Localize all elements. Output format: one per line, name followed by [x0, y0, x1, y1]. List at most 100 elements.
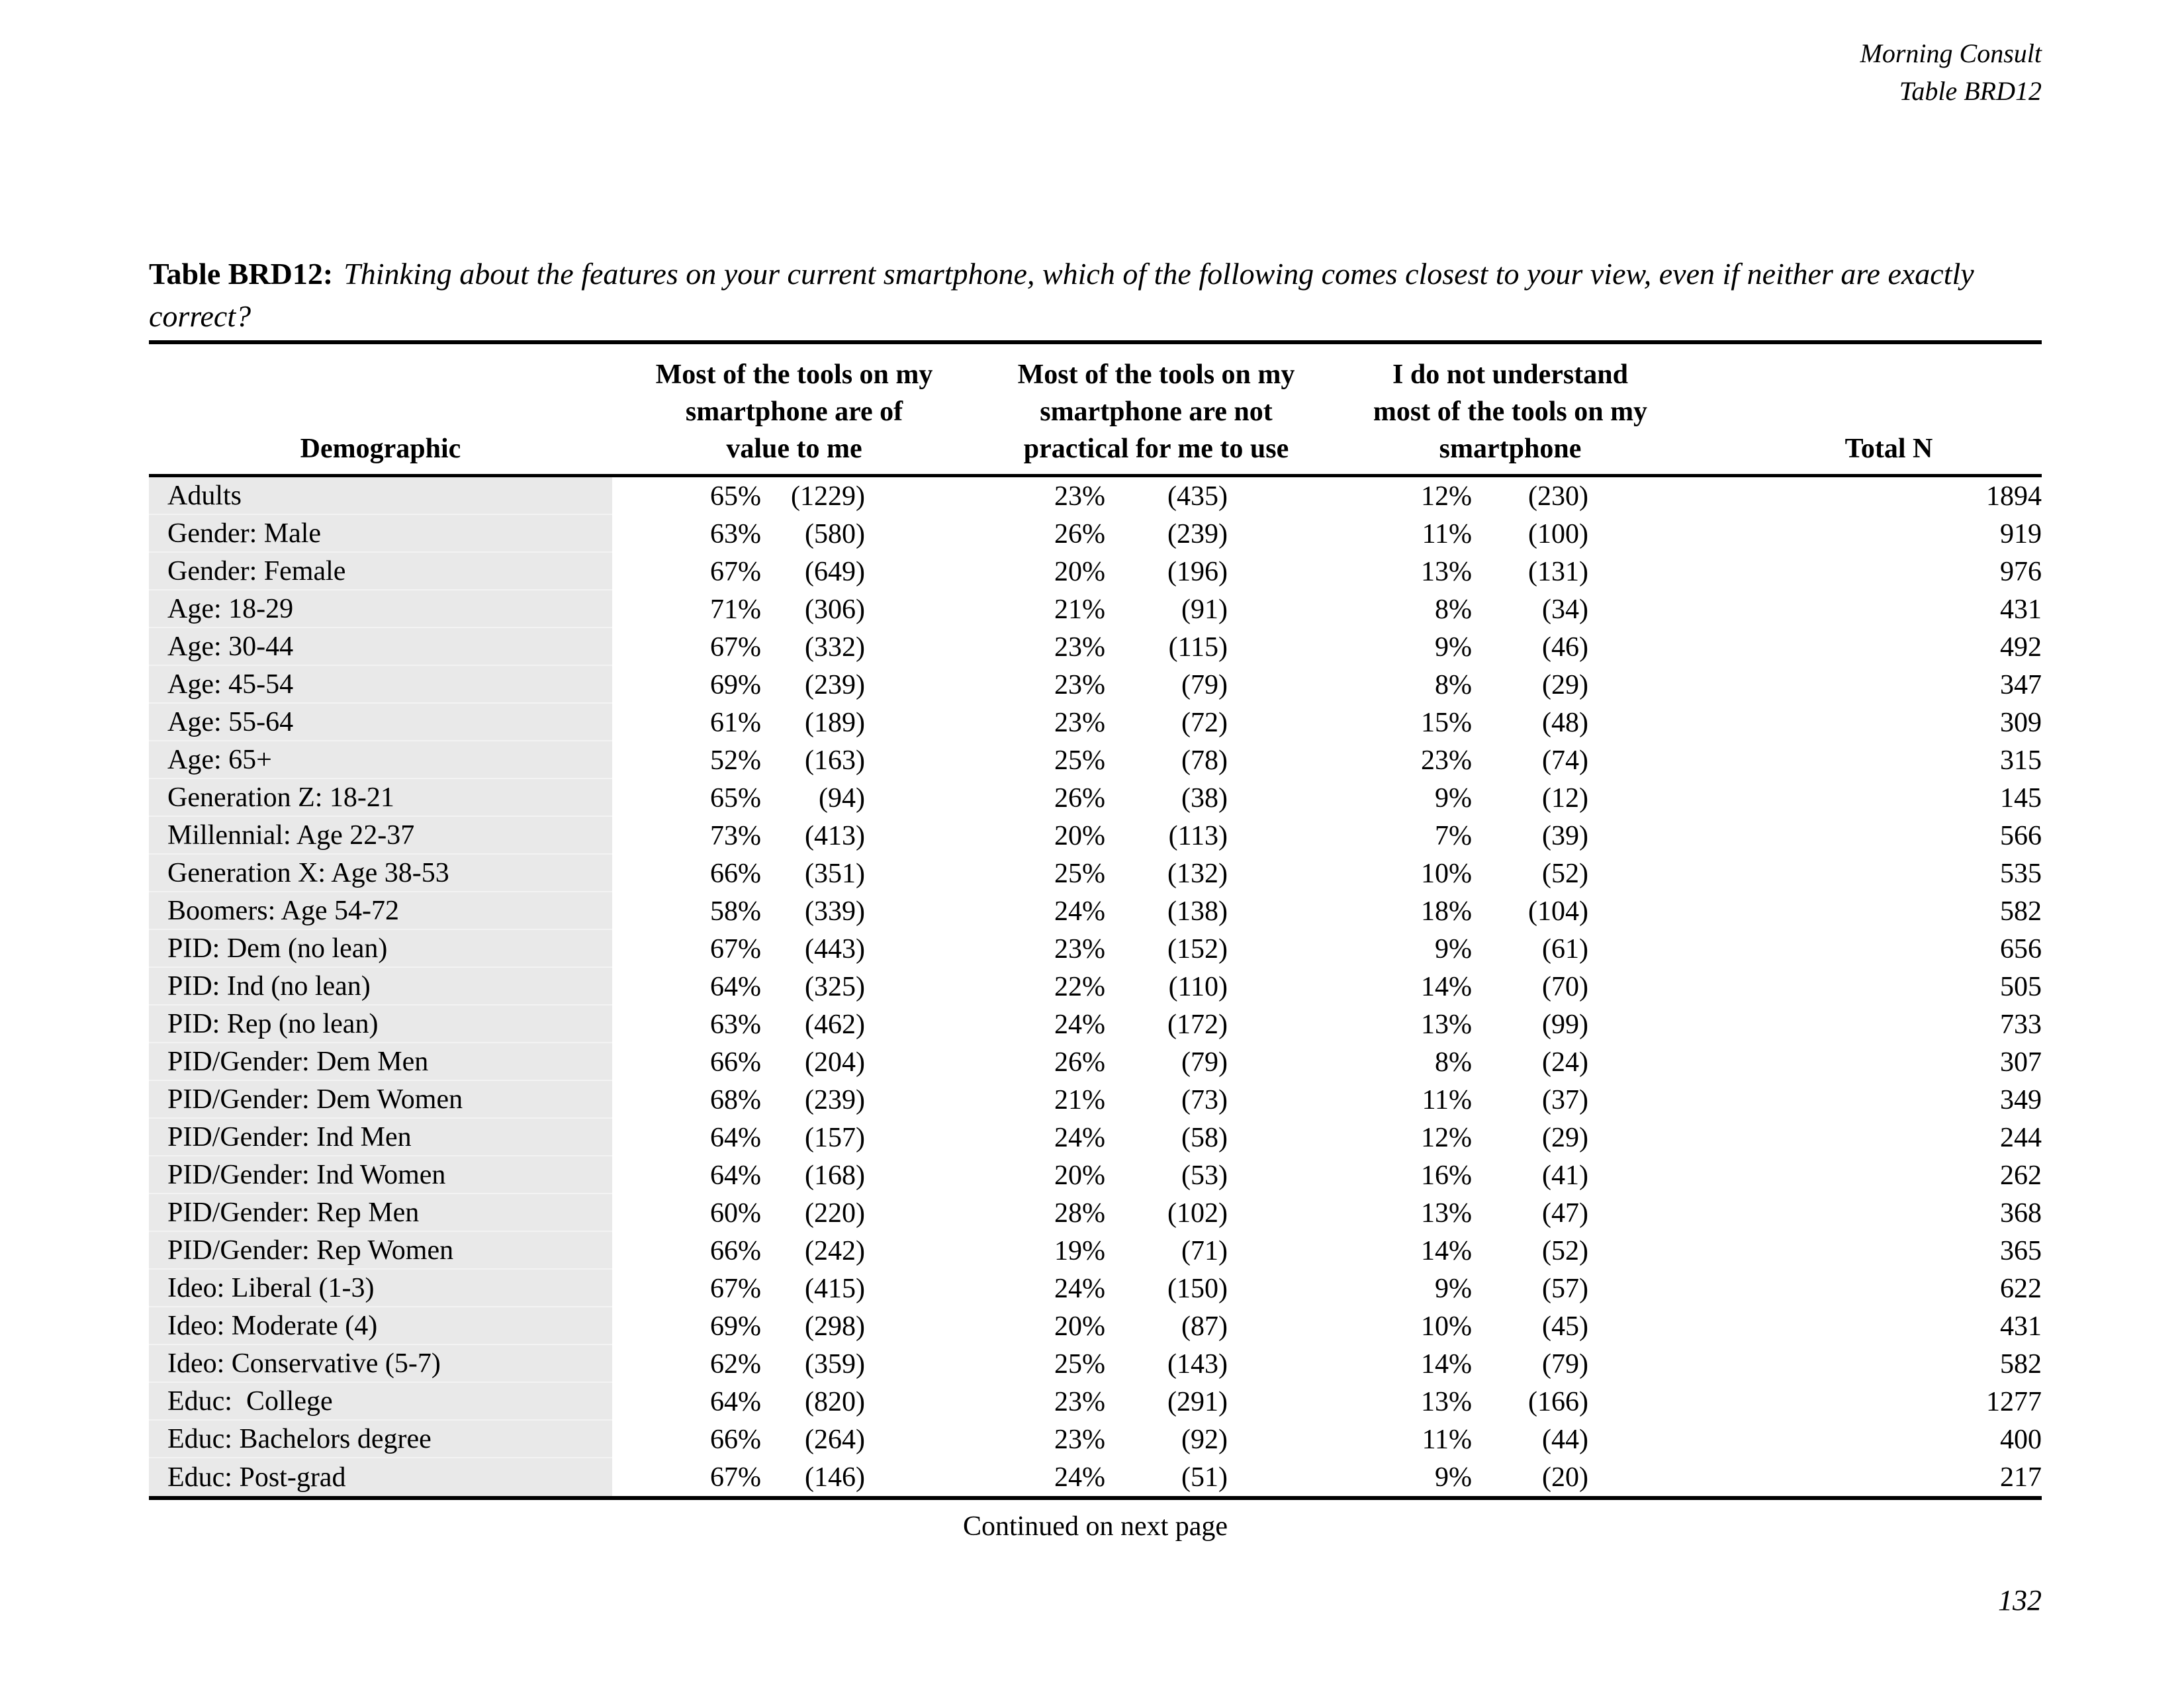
- continued-note: Continued on next page: [962, 1511, 1228, 1542]
- corner-header: Morning Consult Table BRD12: [1860, 34, 2042, 110]
- cell-col2-percent: 23%: [1054, 1386, 1105, 1417]
- table-title-question: Thinking about the features on your curr…: [149, 257, 1974, 333]
- cell-demographic: PID: Ind (no lean): [149, 968, 612, 1006]
- cell-col3-percent: 14%: [1421, 1235, 1472, 1266]
- cell-col2-count: (113): [1168, 820, 1228, 851]
- cell-col2-count: (115): [1168, 632, 1228, 663]
- table-row: Generation X: Age 38-53 66% (351) 25% (1…: [149, 855, 2042, 892]
- page-number: 132: [1998, 1584, 2042, 1617]
- table-bottom-rule: [149, 1496, 2042, 1500]
- cell-col2-count: (38): [1181, 782, 1228, 814]
- cell-col3-percent: 9%: [1435, 1462, 1472, 1493]
- cell-col1-percent: 66%: [710, 858, 761, 889]
- cell-col2-count: (71): [1181, 1235, 1228, 1266]
- cell-total-n: 365: [2000, 1235, 2042, 1266]
- cell-col1-percent: 64%: [710, 1160, 761, 1191]
- cell-col1-percent: 67%: [710, 933, 761, 964]
- table-row: Gender: Female 67% (649) 20% (196) 13% (…: [149, 553, 2042, 590]
- cell-col2-percent: 23%: [1054, 1424, 1105, 1455]
- cell-total-n: 309: [2000, 707, 2042, 738]
- cell-col3-count: (70): [1542, 971, 1588, 1002]
- cell-col2-percent: 24%: [1054, 1462, 1105, 1493]
- cell-demographic: PID/Gender: Dem Men: [149, 1043, 612, 1081]
- cell-col3-percent: 16%: [1421, 1160, 1472, 1191]
- cell-total-n: 656: [2000, 933, 2042, 964]
- cell-col3-percent: 11%: [1422, 518, 1472, 549]
- table-row: Ideo: Moderate (4) 69% (298) 20% (87) 10…: [149, 1307, 2042, 1345]
- cell-total-n: 1894: [1986, 481, 2042, 512]
- table-row: Age: 65+ 52% (163) 25% (78) 23% (74) 315: [149, 741, 2042, 779]
- table-row: Ideo: Conservative (5-7) 62% (359) 25% (…: [149, 1345, 2042, 1383]
- table-row: Educ: Post-grad 67% (146) 24% (51) 9% (2…: [149, 1458, 2042, 1496]
- cell-total-n: 217: [2000, 1462, 2042, 1493]
- cell-total-n: 566: [2000, 820, 2042, 851]
- cell-col1-count: (146): [805, 1462, 865, 1493]
- cell-col1-count: (163): [805, 745, 865, 776]
- cell-col3-percent: 12%: [1421, 481, 1472, 512]
- cell-col2-percent: 24%: [1054, 1273, 1105, 1304]
- cell-col3-percent: 13%: [1421, 1197, 1472, 1229]
- table-title-label: Table BRD12:: [149, 257, 334, 291]
- cell-col3-percent: 11%: [1422, 1424, 1472, 1455]
- cell-col3-percent: 13%: [1421, 556, 1472, 587]
- cell-total-n: 1277: [1986, 1386, 2042, 1417]
- cell-col2-percent: 20%: [1054, 820, 1105, 851]
- table-row: Age: 45-54 69% (239) 23% (79) 8% (29) 34…: [149, 666, 2042, 704]
- cell-total-n: 145: [2000, 782, 2042, 814]
- cell-col3-count: (44): [1542, 1424, 1588, 1455]
- cell-col2-count: (79): [1181, 1047, 1228, 1078]
- cell-col3-percent: 14%: [1421, 971, 1472, 1002]
- cell-col2-percent: 21%: [1054, 1084, 1105, 1115]
- cell-col1-percent: 66%: [710, 1235, 761, 1266]
- cell-col3-percent: 8%: [1435, 669, 1472, 700]
- cell-demographic: PID: Dem (no lean): [149, 930, 612, 968]
- cell-demographic: Age: 30-44: [149, 628, 612, 666]
- cell-total-n: 347: [2000, 669, 2042, 700]
- cell-col2-count: (138): [1167, 896, 1228, 927]
- cell-col2-count: (435): [1167, 481, 1228, 512]
- cell-col3-count: (131): [1528, 556, 1588, 587]
- cell-demographic: Educ: Bachelors degree: [149, 1421, 612, 1458]
- cell-col3-percent: 12%: [1421, 1122, 1472, 1153]
- table-row: Gender: Male 63% (580) 26% (239) 11% (10…: [149, 515, 2042, 553]
- header-total-n: Total N: [1844, 434, 1933, 464]
- table-row: Adults 65% (1229) 23% (435) 12% (230) 18…: [149, 477, 2042, 515]
- cell-col2-percent: 26%: [1054, 1047, 1105, 1078]
- cell-col3-count: (104): [1528, 896, 1588, 927]
- cell-col1-count: (413): [805, 820, 865, 851]
- cell-col1-percent: 63%: [710, 518, 761, 549]
- cell-col3-count: (39): [1542, 820, 1588, 851]
- cell-col2-count: (110): [1168, 971, 1228, 1002]
- cell-demographic: Adults: [149, 477, 612, 515]
- cell-col3-count: (46): [1542, 632, 1588, 663]
- table-row: PID/Gender: Rep Men 60% (220) 28% (102) …: [149, 1194, 2042, 1232]
- cell-col1-count: (820): [805, 1386, 865, 1417]
- table-row: Educ: College 64% (820) 23% (291) 13% (1…: [149, 1383, 2042, 1421]
- cell-col1-percent: 52%: [710, 745, 761, 776]
- header-col3-do-not-understand: I do not understand most of the tools on…: [1373, 359, 1648, 464]
- cell-total-n: 492: [2000, 632, 2042, 663]
- cell-col1-percent: 64%: [710, 1122, 761, 1153]
- cell-col1-count: (339): [805, 896, 865, 927]
- cell-demographic: Age: 18-29: [149, 590, 612, 628]
- cell-col1-percent: 64%: [710, 971, 761, 1002]
- cell-col2-count: (79): [1181, 669, 1228, 700]
- cell-col1-count: (332): [805, 632, 865, 663]
- cell-col3-count: (74): [1542, 745, 1588, 776]
- cell-col2-percent: 24%: [1054, 896, 1105, 927]
- cell-demographic: Generation Z: 18-21: [149, 779, 612, 817]
- cell-demographic: Ideo: Moderate (4): [149, 1307, 612, 1345]
- cell-demographic: PID: Rep (no lean): [149, 1006, 612, 1043]
- table-body: Adults 65% (1229) 23% (435) 12% (230) 18…: [149, 477, 2042, 1496]
- cell-col1-count: (1229): [791, 481, 865, 512]
- cell-col1-count: (239): [805, 1084, 865, 1115]
- cell-col2-percent: 20%: [1054, 1160, 1105, 1191]
- cell-col1-percent: 66%: [710, 1047, 761, 1078]
- cell-col1-percent: 67%: [710, 1273, 761, 1304]
- cell-demographic: PID/Gender: Ind Men: [149, 1119, 612, 1156]
- table-row: PID/Gender: Dem Women 68% (239) 21% (73)…: [149, 1081, 2042, 1119]
- cell-demographic: PID/Gender: Rep Men: [149, 1194, 612, 1232]
- cell-col3-count: (29): [1542, 669, 1588, 700]
- cell-total-n: 262: [2000, 1160, 2042, 1191]
